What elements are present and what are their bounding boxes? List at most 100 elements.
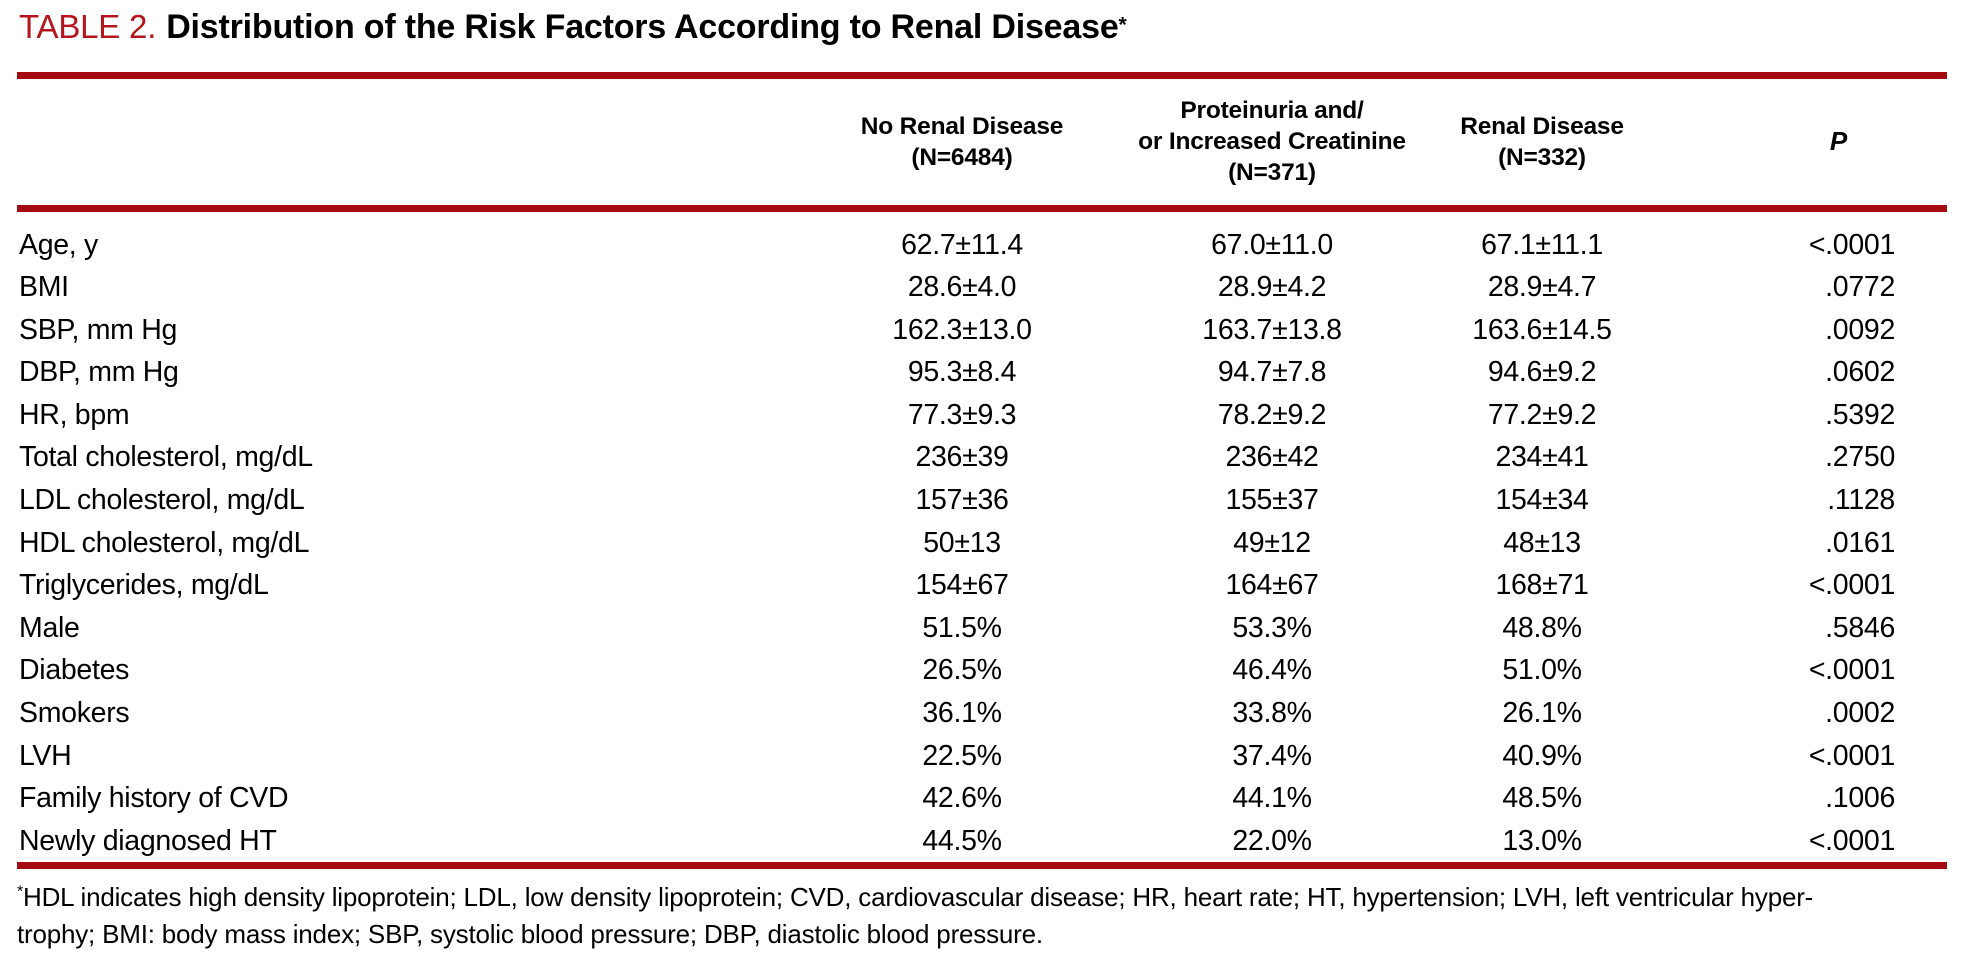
table-title: TABLE 2. Distribution of the Risk Factors… [19, 6, 1947, 55]
header-spacer [17, 79, 792, 212]
table-row: DBP, mm Hg 95.3±8.4 94.7±7.8 94.6±9.2 .0… [17, 351, 1947, 394]
cell-p-value: <.0001 [1808, 739, 1895, 772]
cell-value: 77.3±9.3 [907, 398, 1017, 431]
table-row: Triglycerides, mg/dL 154±67 164±67 168±7… [17, 564, 1947, 607]
cell-value: 154±34 [1495, 484, 1589, 517]
cell-value: 163.7±13.8 [1202, 313, 1342, 346]
row-label: Triglycerides, mg/dL [19, 569, 269, 602]
cell-value: 13.0% [1502, 824, 1582, 857]
table-number: TABLE 2. [19, 8, 157, 45]
cell-p-value: .0002 [1825, 697, 1895, 730]
cell-value: 154±67 [915, 569, 1009, 602]
row-label: LDL cholesterol, mg/dL [19, 484, 305, 517]
table-row: HR, bpm 77.3±9.3 78.2±9.2 77.2±9.2 .5392 [17, 394, 1947, 437]
cell-value: 163.6±14.5 [1472, 313, 1612, 346]
cell-p-value: .0161 [1825, 526, 1895, 559]
table-row: Diabetes 26.5% 46.4% 51.0% <.0001 [17, 649, 1947, 692]
cell-value: 155±37 [1225, 484, 1319, 517]
cell-value: 53.3% [1232, 611, 1312, 644]
top-rule [17, 72, 1947, 79]
cell-value: 42.6% [922, 782, 1002, 815]
cell-value: 40.9% [1502, 739, 1582, 772]
row-label: DBP, mm Hg [19, 356, 179, 389]
header-row: No Renal Disease (N=6484) Proteinuria an… [17, 79, 1947, 212]
cell-value: 28.9±4.2 [1217, 271, 1327, 304]
cell-p-value: .5392 [1825, 398, 1895, 431]
cell-value: 62.7±11.4 [901, 228, 1023, 261]
cell-p-value: .0602 [1825, 356, 1895, 389]
table-footnote: *HDL indicates high density lipoprotein;… [17, 879, 1947, 953]
cell-p-value: <.0001 [1808, 569, 1895, 602]
header-line: No Renal Disease [860, 112, 1064, 140]
cell-p-value: .0772 [1825, 271, 1895, 304]
cell-p-value: .5846 [1825, 611, 1895, 644]
cell-value: 162.3±13.0 [892, 313, 1032, 346]
cell-value: 94.7±7.8 [1217, 356, 1327, 389]
cell-value: 26.1% [1502, 697, 1582, 730]
header-p-value: P [1672, 79, 1947, 212]
table-row: LDL cholesterol, mg/dL 157±36 155±37 154… [17, 479, 1947, 522]
cell-p-value: <.0001 [1808, 654, 1895, 687]
cell-value: 157±36 [915, 484, 1009, 517]
cell-value: 67.0±11.0 [1211, 228, 1333, 261]
cell-value: 234±41 [1495, 441, 1589, 474]
footnote-line-1: HDL indicates high density lipoprotein; … [23, 882, 1814, 913]
cell-value: 236±39 [915, 441, 1009, 474]
cell-p-value: .1006 [1825, 782, 1895, 815]
cell-value: 67.1±11.1 [1481, 228, 1603, 261]
cell-p-value: .1128 [1827, 484, 1895, 517]
table-row: Total cholesterol, mg/dL 236±39 236±42 2… [17, 436, 1947, 479]
header-line: or Increased Creatinine [1138, 128, 1406, 156]
cell-p-value: <.0001 [1808, 824, 1895, 857]
cell-value: 94.6±9.2 [1487, 356, 1597, 389]
table-row: LVH 22.5% 37.4% 40.9% <.0001 [17, 735, 1947, 778]
cell-value: 77.2±9.2 [1487, 398, 1597, 431]
header-line: Renal Disease [1460, 112, 1624, 140]
cell-value: 168±71 [1495, 569, 1589, 602]
row-label: Total cholesterol, mg/dL [19, 441, 313, 474]
cell-value: 50±13 [923, 526, 1001, 559]
cell-p-value: <.0001 [1808, 228, 1895, 261]
cell-value: 44.1% [1232, 782, 1312, 815]
row-label: LVH [19, 739, 72, 772]
cell-value: 22.0% [1232, 824, 1312, 857]
cell-value: 95.3±8.4 [907, 356, 1017, 389]
cell-value: 236±42 [1225, 441, 1319, 474]
footnote-marker: * [17, 883, 24, 901]
row-label: BMI [19, 271, 69, 304]
row-label: Newly diagnosed HT [19, 824, 277, 857]
table-header: No Renal Disease (N=6484) Proteinuria an… [17, 79, 1947, 212]
cell-value: 33.8% [1232, 697, 1312, 730]
header-line: (N=371) [1228, 159, 1316, 187]
row-label: SBP, mm Hg [19, 313, 178, 346]
cell-value: 28.9±4.7 [1487, 271, 1597, 304]
row-label: HR, bpm [19, 398, 130, 431]
cell-value: 48.8% [1502, 611, 1582, 644]
table-row: BMI 28.6±4.0 28.9±4.2 28.9±4.7 .0772 [17, 266, 1947, 309]
header-line: (N=332) [1498, 143, 1586, 171]
header-no-renal-disease: No Renal Disease (N=6484) [792, 79, 1132, 212]
table-row: Smokers 36.1% 33.8% 26.1% .0002 [17, 692, 1947, 735]
cell-value: 78.2±9.2 [1217, 398, 1327, 431]
table-row: SBP, mm Hg 162.3±13.0 163.7±13.8 163.6±1… [17, 309, 1947, 352]
cell-value: 51.5% [922, 611, 1002, 644]
row-label: Age, y [19, 228, 98, 261]
table-row: Age, y 62.7±11.4 67.0±11.0 67.1±11.1 <.0… [17, 208, 1947, 266]
table-row: HDL cholesterol, mg/dL 50±13 49±12 48±13… [17, 522, 1947, 565]
row-label: HDL cholesterol, mg/dL [19, 526, 310, 559]
cell-value: 22.5% [922, 739, 1002, 772]
cell-value: 44.5% [922, 824, 1002, 857]
cell-value: 26.5% [922, 654, 1002, 687]
header-line: Proteinuria and/ [1180, 97, 1364, 125]
cell-value: 48.5% [1502, 782, 1582, 815]
title-footnote-marker: * [1118, 13, 1127, 37]
header-proteinuria-creatinine: Proteinuria and/ or Increased Creatinine… [1132, 79, 1412, 212]
table-row: Male 51.5% 53.3% 48.8% .5846 [17, 607, 1947, 650]
row-label: Smokers [19, 697, 130, 730]
header-renal-disease: Renal Disease (N=332) [1412, 79, 1672, 212]
row-label: Diabetes [19, 654, 130, 687]
risk-factors-table: No Renal Disease (N=6484) Proteinuria an… [17, 79, 1947, 862]
header-line: (N=6484) [911, 143, 1013, 171]
cell-value: 164±67 [1225, 569, 1319, 602]
cell-value: 36.1% [922, 697, 1002, 730]
